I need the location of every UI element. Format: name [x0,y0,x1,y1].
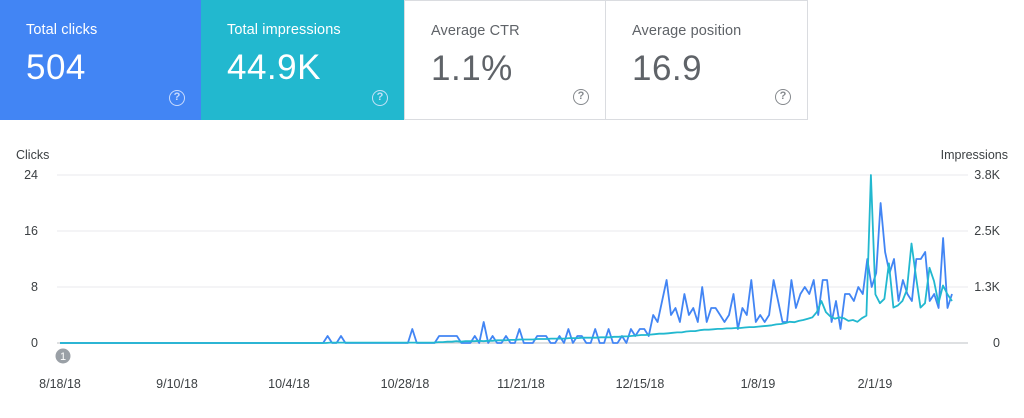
average-ctr-card[interactable]: Average CTR 1.1% ? [404,0,606,120]
series-line-clicks [60,202,953,344]
total-impressions-value: 44.9K [227,48,321,87]
average-ctr-label: Average CTR [431,23,520,39]
average-position-label: Average position [632,23,742,39]
x-axis-tick: 12/15/18 [616,377,665,391]
left-axis-title: Clicks [16,148,50,162]
series-line-impressions [60,174,953,344]
right-axis-tick: 3.8K [974,168,1000,182]
help-icon[interactable]: ? [372,90,388,106]
x-axis-tick: 2/1/19 [858,377,893,391]
left-axis-tick: 24 [24,168,38,182]
average-position-card[interactable]: Average position 16.9 ? [606,0,808,120]
total-impressions-card[interactable]: Total impressions 44.9K ? [201,0,404,120]
average-position-value: 16.9 [632,49,703,88]
total-impressions-label: Total impressions [227,22,341,38]
x-axis-tick: 11/21/18 [497,377,545,391]
help-icon[interactable]: ? [169,90,185,106]
right-axis-tick: 1.3K [974,280,1000,294]
help-icon[interactable]: ? [573,89,589,105]
x-axis-tick: 9/10/18 [156,377,198,391]
right-axis-tick: 2.5K [974,224,1000,238]
total-clicks-value: 504 [26,48,86,87]
annotation-label: 1 [60,351,66,363]
x-axis-tick: 10/28/18 [381,377,430,391]
total-clicks-card[interactable]: Total clicks 504 ? [0,0,201,120]
left-axis-tick: 16 [24,224,38,238]
total-clicks-label: Total clicks [26,22,98,38]
x-axis-tick: 10/4/18 [268,377,310,391]
help-icon[interactable]: ? [775,89,791,105]
right-axis-title: Impressions [940,148,1008,162]
right-axis-tick: 0 [993,336,1000,350]
left-axis-tick: 8 [31,280,38,294]
average-ctr-value: 1.1% [431,49,513,88]
annotation-marker[interactable] [55,348,71,364]
left-axis-tick: 0 [31,336,38,350]
x-axis-tick: 1/8/19 [741,377,776,391]
x-axis-tick: 8/18/18 [39,377,81,391]
metric-cards: Total clicks 504 ? Total impressions 44.… [0,0,809,120]
